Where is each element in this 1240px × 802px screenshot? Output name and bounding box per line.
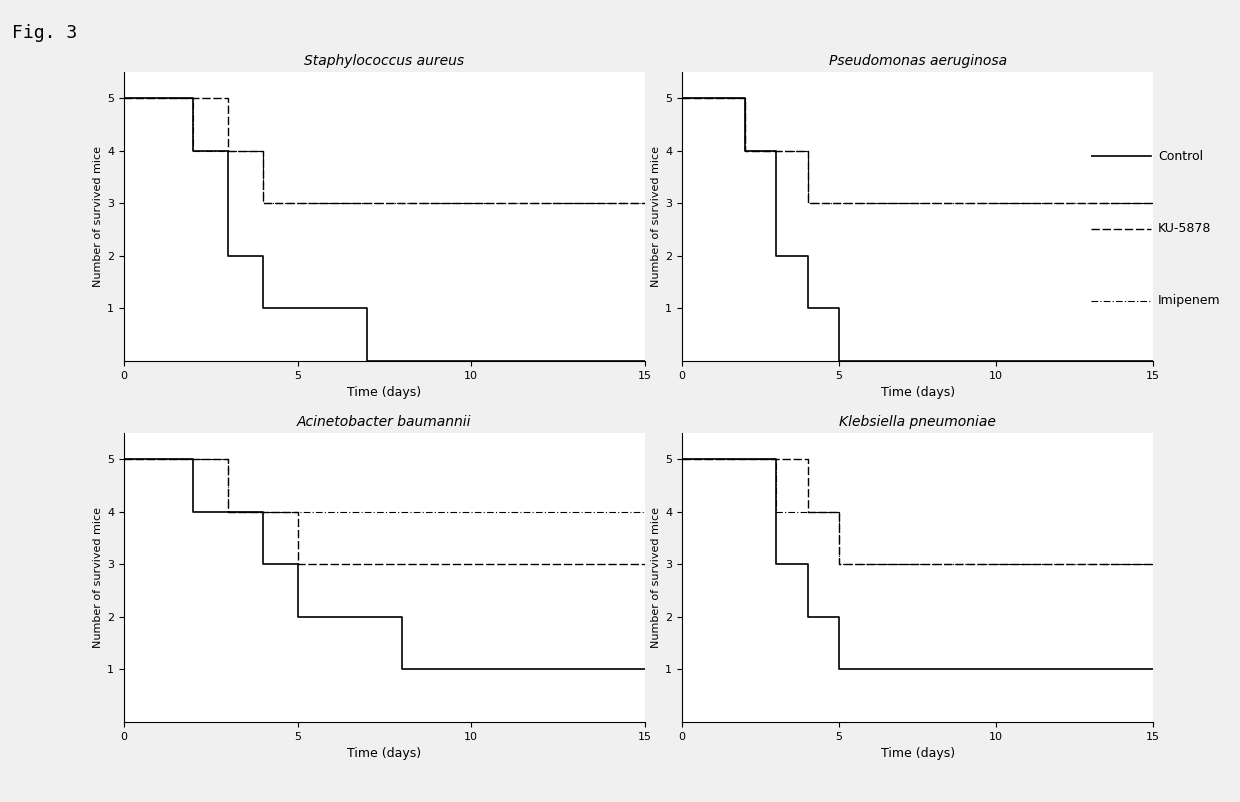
Text: KU-5878: KU-5878: [1158, 222, 1211, 235]
Title: Pseudomonas aeruginosa: Pseudomonas aeruginosa: [828, 55, 1007, 68]
Title: Staphylococcus aureus: Staphylococcus aureus: [304, 55, 465, 68]
Y-axis label: Number of survived mice: Number of survived mice: [93, 507, 103, 648]
Text: Imipenem: Imipenem: [1158, 294, 1221, 307]
X-axis label: Time (days): Time (days): [880, 747, 955, 760]
X-axis label: Time (days): Time (days): [880, 387, 955, 399]
Text: Fig. 3: Fig. 3: [12, 24, 78, 42]
X-axis label: Time (days): Time (days): [347, 387, 422, 399]
Y-axis label: Number of survived mice: Number of survived mice: [651, 146, 661, 287]
X-axis label: Time (days): Time (days): [347, 747, 422, 760]
Title: Acinetobacter baumannii: Acinetobacter baumannii: [298, 415, 471, 429]
Y-axis label: Number of survived mice: Number of survived mice: [93, 146, 103, 287]
Title: Klebsiella pneumoniae: Klebsiella pneumoniae: [839, 415, 996, 429]
Text: Control: Control: [1158, 150, 1203, 163]
Y-axis label: Number of survived mice: Number of survived mice: [651, 507, 661, 648]
